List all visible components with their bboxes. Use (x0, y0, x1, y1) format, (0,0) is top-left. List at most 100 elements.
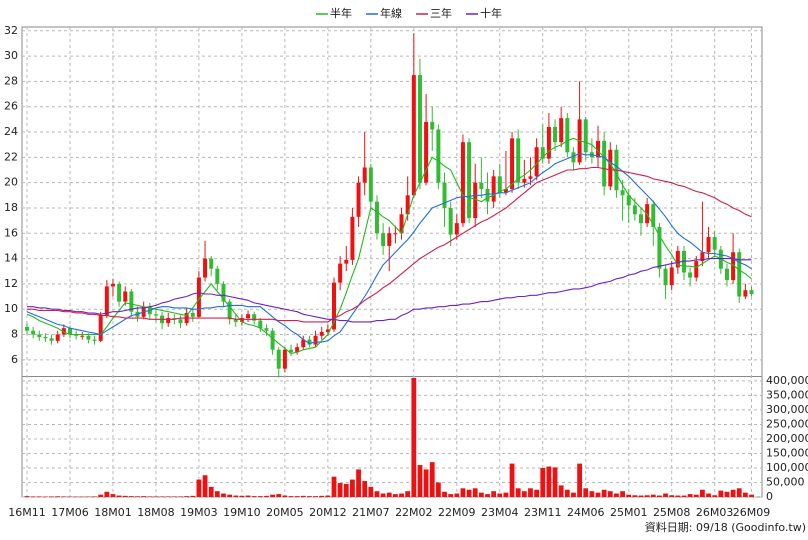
candle-body (295, 347, 300, 353)
candle-body (454, 223, 459, 235)
source-note: 資料日期: 09/18 (Goodinfo.tw) (645, 520, 806, 534)
candle-body (49, 338, 54, 341)
x-tick-label: 22M09 (438, 506, 476, 519)
candle-body (117, 283, 122, 302)
volume-bar (693, 494, 699, 497)
ma-line (26, 152, 752, 344)
volume-bar (485, 494, 490, 497)
candle-body (430, 121, 435, 130)
x-tick-label: 18M08 (137, 506, 175, 519)
candle-body (510, 138, 515, 189)
y2-tick-label: 350,000 (766, 388, 808, 401)
candle-body (424, 121, 429, 183)
candle-body (467, 142, 472, 219)
candle-body (270, 330, 275, 350)
volume-bar (264, 495, 269, 497)
y2-tick-label: 200,000 (766, 432, 808, 445)
volume-bar (528, 488, 533, 497)
candle-body (731, 252, 736, 281)
candle-body (651, 204, 656, 227)
candle-body (252, 314, 257, 321)
candle-body (596, 140, 601, 158)
candle-body (491, 176, 496, 202)
volume-bar (515, 488, 521, 497)
volume-bar (165, 496, 171, 497)
y-tick-label: 16 (4, 226, 18, 239)
volume-bar (650, 494, 656, 497)
volume-bar (159, 496, 165, 497)
volume-bar (147, 496, 153, 497)
y-tick-label: 26 (4, 100, 18, 113)
x-tick-label: 16M11 (8, 506, 46, 519)
y-tick-label: 8 (11, 328, 18, 341)
volume-bar (368, 486, 374, 497)
y-tick-label: 30 (4, 49, 18, 62)
candle-body (381, 233, 386, 246)
candle-body (74, 334, 79, 336)
candle-body (460, 142, 465, 224)
volume-bar (343, 483, 349, 497)
volume-bar (749, 494, 754, 497)
volume-bar (184, 496, 190, 497)
candle-body (129, 291, 134, 312)
legend-label: 半年 (330, 6, 352, 20)
candle-body (639, 214, 643, 224)
x-tick-label: 18M01 (94, 506, 132, 519)
volume-bar (331, 476, 337, 497)
candle-body (706, 237, 711, 253)
candle-body (528, 176, 533, 179)
x-tick-label: 23M04 (481, 506, 519, 519)
candle-body (694, 261, 699, 278)
volume-bar (350, 479, 355, 497)
volume-bar (55, 496, 61, 497)
candle-body (338, 263, 343, 283)
candle-body (497, 176, 502, 193)
candle-body (663, 268, 668, 286)
volume-bar (700, 489, 705, 497)
volume-bar (92, 496, 97, 497)
volume-bar (706, 493, 711, 497)
x-tick-label: 26M03 (696, 506, 734, 519)
x-tick-label: 21M07 (352, 506, 390, 519)
candle-body (724, 268, 729, 281)
volume-bar (325, 495, 331, 497)
candle-body (350, 216, 355, 260)
legend-label: 年線 (380, 6, 402, 20)
volume-bar (724, 491, 730, 497)
volume-bar (742, 492, 748, 497)
volume-bar (589, 491, 595, 497)
volume-bar (386, 492, 392, 497)
volume-bar (313, 496, 318, 497)
candle-body (534, 147, 539, 177)
volume-bar (534, 489, 540, 497)
volume-bar (276, 494, 282, 497)
volume-bar (393, 494, 398, 497)
volume-bar (497, 493, 503, 497)
volume-bar (399, 493, 404, 497)
candle-body (221, 283, 226, 302)
candle-body (319, 331, 324, 336)
x-tick-label: 25M08 (653, 506, 691, 519)
volume-bar (730, 489, 736, 497)
volume-bar (411, 378, 417, 497)
volume-bar (208, 486, 214, 497)
volume-bar (442, 491, 447, 497)
volume-bar (663, 493, 668, 497)
plot-frame (21, 26, 763, 498)
volume-bar (552, 467, 558, 497)
candle-body (98, 315, 103, 341)
candle-body (436, 129, 441, 183)
volume-bar (307, 496, 312, 497)
candle-body (25, 326, 29, 331)
candle-body (178, 319, 183, 324)
volume-bar (571, 492, 576, 497)
y2-tick-label: 150,000 (766, 446, 808, 459)
volume-bar (171, 496, 177, 497)
candle-body (700, 252, 705, 262)
volume-bar (472, 488, 478, 497)
x-tick-label: 25M01 (610, 506, 648, 519)
candle-body (356, 182, 361, 217)
candle-body (282, 349, 287, 369)
volume-bar (356, 469, 361, 497)
